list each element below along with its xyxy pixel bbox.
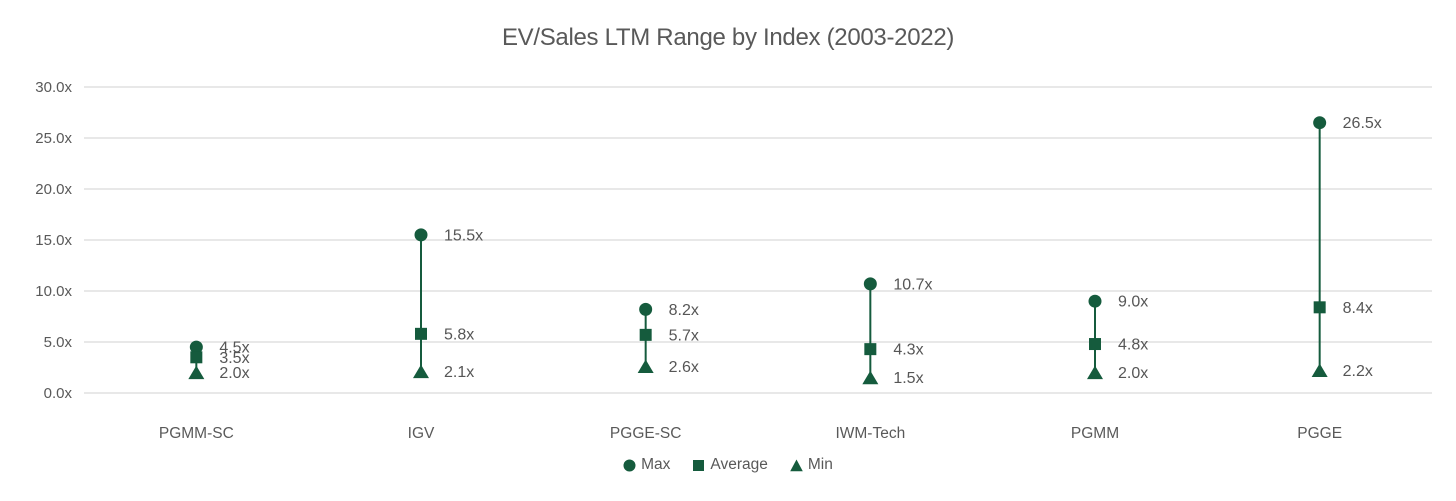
value-label: 2.2x	[1343, 363, 1373, 380]
marker-min	[1087, 365, 1103, 380]
value-label: 2.6x	[669, 359, 699, 376]
legend-circle-icon	[623, 459, 636, 471]
marker-average	[415, 327, 427, 340]
value-label: 1.5x	[893, 370, 923, 387]
category-label: PGMM-SC	[159, 425, 234, 442]
marker-average	[1313, 301, 1326, 314]
legend: Max Average Min	[0, 456, 1456, 474]
marker-min	[862, 370, 879, 385]
value-label: 4.8x	[1118, 337, 1148, 354]
value-label: 8.2x	[669, 302, 699, 319]
value-label: 2.1x	[444, 364, 474, 381]
marker-max	[639, 302, 653, 316]
legend-item-min: Min	[790, 456, 833, 474]
value-label: 8.4x	[1343, 300, 1373, 317]
value-label: 4.3x	[893, 342, 923, 359]
marker-min	[413, 364, 429, 379]
marker-min	[1311, 363, 1328, 378]
marker-min	[637, 359, 654, 373]
value-label: 3.5x	[219, 350, 249, 367]
marker-max	[1313, 116, 1327, 130]
y-tick-label: 15.0x	[35, 232, 72, 249]
y-tick-label: 10.0x	[35, 283, 72, 300]
value-label: 2.0x	[219, 365, 249, 382]
y-tick-label: 30.0x	[35, 79, 72, 96]
legend-item-max: Max	[623, 456, 670, 474]
marker-average	[639, 328, 652, 341]
legend-item-average: Average	[692, 456, 768, 474]
marker-min	[188, 365, 205, 380]
category-label: IWM-Tech	[835, 425, 905, 442]
category-label: PGGE	[1297, 425, 1342, 442]
marker-average	[190, 351, 203, 364]
legend-triangle-icon	[790, 459, 803, 471]
category-label: PGGE-SC	[610, 425, 681, 442]
legend-square-icon	[693, 459, 705, 471]
legend-label: Min	[807, 456, 833, 473]
marker-average	[864, 343, 877, 356]
value-label: 9.0x	[1118, 294, 1148, 311]
marker-max	[414, 228, 428, 242]
marker-max	[863, 277, 877, 291]
value-label: 2.0x	[1118, 365, 1148, 382]
category-label: IGV	[408, 425, 435, 442]
category-label: PGMM	[1071, 425, 1119, 442]
y-tick-label: 25.0x	[35, 130, 72, 147]
legend-label: Average	[710, 456, 768, 473]
value-label: 4.5x	[219, 340, 249, 357]
value-label: 10.7x	[893, 276, 932, 293]
y-tick-label: 20.0x	[35, 181, 72, 198]
value-label: 5.8x	[444, 326, 474, 343]
y-tick-label: 5.0x	[44, 334, 73, 351]
chart-title: EV/Sales LTM Range by Index (2003-2022)	[501, 24, 955, 51]
value-label: 15.5x	[444, 227, 483, 244]
value-label: 5.7x	[669, 327, 699, 344]
y-tick-label: 0.0x	[44, 385, 73, 402]
marker-max	[189, 340, 203, 354]
marker-max	[1088, 294, 1102, 308]
marker-average	[1089, 338, 1101, 351]
legend-label: Max	[641, 456, 671, 473]
value-label: 26.5x	[1343, 115, 1382, 132]
